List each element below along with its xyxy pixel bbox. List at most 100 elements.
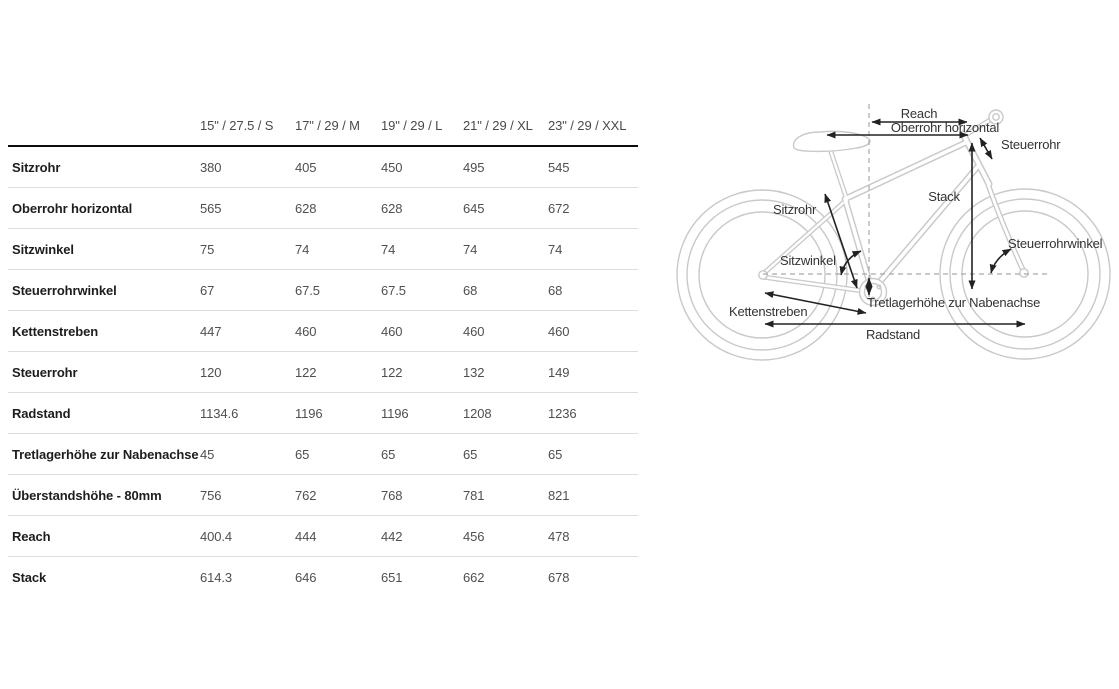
row-label: Sitzrohr (12, 159, 61, 175)
diagram-label-steuerrohr: Steuerrohr (1001, 137, 1061, 152)
table-row: Steuerrohrwinkel 67 67.5 67.5 68 68 (8, 269, 638, 311)
sitzwinkel-arc (839, 250, 862, 276)
geometry-value: 628 (381, 187, 463, 229)
geometry-value: 762 (295, 474, 381, 516)
geometry-value: 68 (463, 269, 548, 311)
diagram-label-kettenstreben: Kettenstreben (729, 304, 807, 319)
geometry-value: 565 (200, 187, 295, 229)
table-row: Reach 400.4 444 442 456 478 (8, 515, 638, 557)
row-label: Reach (8, 515, 200, 557)
diagram-label-oberrohr: Oberrohr horizontal (891, 120, 1000, 135)
geometry-value: 1236 (548, 392, 638, 434)
steuerrohr-arrow (979, 137, 993, 160)
size-column-header: 15" / 27.5 / S (200, 105, 295, 147)
geometry-value: 478 (548, 515, 638, 557)
geometry-value: 678 (548, 556, 638, 597)
geometry-value: 120 (200, 351, 295, 393)
diagram-label-reach: Reach (901, 106, 938, 121)
geometry-value: 45 (200, 433, 295, 475)
diagram-label-radstand: Radstand (866, 327, 920, 342)
size-column-header: 17" / 29 / M (295, 105, 381, 147)
measurement-arrows (764, 118, 1026, 328)
geometry-value: 444 (295, 515, 381, 557)
kettenstreben-arrow (764, 291, 867, 315)
row-label: Oberrohr horizontal (8, 187, 200, 229)
geometry-value: 405 (295, 159, 317, 175)
geometry-value: 781 (463, 474, 548, 516)
geometry-value: 67.5 (381, 269, 463, 311)
geometry-value: 447 (200, 310, 295, 352)
row-label: Steuerrohr (8, 351, 200, 393)
table-row: Steuerrohr 120 122 122 132 149 (8, 351, 638, 393)
geometry-value: 456 (463, 515, 548, 557)
row-label: Überstandshöhe - 80mm (8, 474, 200, 516)
geometry-value: 380 (200, 159, 222, 175)
row-label: Steuerrohrwinkel (8, 269, 200, 311)
geometry-value: 67 (200, 269, 295, 311)
geometry-value: 74 (295, 228, 381, 270)
geometry-value: 74 (381, 228, 463, 270)
geometry-value: 460 (463, 310, 548, 352)
geometry-value: 645 (463, 187, 548, 229)
size-column-header: 23" / 29 / XXL (548, 105, 638, 147)
geometry-value: 460 (381, 310, 463, 352)
geometry-value: 122 (381, 351, 463, 393)
diagram-labels: Reach Oberrohr horizontal Steuerrohr Sta… (729, 106, 1103, 342)
row-label: Kettenstreben (8, 310, 200, 352)
geometry-value: 756 (200, 474, 295, 516)
diagram-label-stack: Stack (928, 189, 960, 204)
geometry-value: 442 (381, 515, 463, 557)
row-label: Tretlagerhöhe zur Nabenachse (8, 433, 200, 475)
table-row: Sitzrohr 380 405 450 495 545 (8, 146, 638, 188)
geometry-value: 662 (463, 556, 548, 597)
size-column-header: 19" / 29 / L (381, 105, 463, 147)
geometry-value: 122 (295, 351, 381, 393)
geometry-value: 68 (548, 269, 638, 311)
diagram-label-sitzrohr: Sitzrohr (773, 202, 817, 217)
geometry-value: 651 (381, 556, 463, 597)
row-label: Stack (8, 556, 200, 597)
geometry-value: 65 (295, 433, 381, 475)
table-row: Tretlagerhöhe zur Nabenachse 45 65 65 65… (8, 433, 638, 475)
size-column-header: 21" / 29 / XL (463, 105, 548, 147)
geometry-value: 132 (463, 351, 548, 393)
steuerrohrwinkel-arc (989, 248, 1012, 274)
geometry-value: 149 (548, 351, 638, 393)
geometry-value: 400.4 (200, 515, 295, 557)
geometry-value: 1196 (381, 392, 463, 434)
geometry-value: 768 (381, 474, 463, 516)
geometry-value: 672 (548, 187, 638, 229)
dashed-guides (763, 104, 1048, 297)
table-header-row: 15" / 27.5 / S 17" / 29 / M 19" / 29 / L… (8, 105, 638, 147)
geometry-value: 1208 (463, 392, 548, 434)
diagram-label-sitzwinkel: Sitzwinkel (780, 253, 836, 268)
geometry-value: 628 (295, 187, 381, 229)
table-row: Radstand 1134.6 1196 1196 1208 1236 (8, 392, 638, 434)
geometry-value: 74 (548, 228, 638, 270)
geometry-value: 545 (548, 159, 570, 175)
table-row: Stack 614.3 646 651 662 678 (8, 556, 638, 597)
table-row: Sitzwinkel 75 74 74 74 74 (8, 228, 638, 270)
geometry-value: 65 (463, 433, 548, 475)
geometry-value: 450 (381, 159, 403, 175)
geometry-value: 1196 (295, 392, 381, 434)
diagram-label-tretlager: Tretlagerhöhe zur Nabenachse (867, 295, 1040, 310)
geometry-value: 65 (381, 433, 463, 475)
table-row: Überstandshöhe - 80mm 756 762 768 781 82… (8, 474, 638, 516)
corner-cell (8, 105, 200, 147)
geometry-value: 75 (200, 228, 295, 270)
geometry-value: 74 (463, 228, 548, 270)
geometry-value: 460 (548, 310, 638, 352)
table-row: Oberrohr horizontal 565 628 628 645 672 (8, 187, 638, 229)
row-label: Sitzwinkel (8, 228, 200, 270)
geometry-value: 614.3 (200, 556, 295, 597)
geometry-value: 646 (295, 556, 381, 597)
geometry-table: 15" / 27.5 / S 17" / 29 / M 19" / 29 / L… (8, 105, 638, 597)
row-label: Radstand (8, 392, 200, 434)
geometry-value: 495 (463, 159, 485, 175)
geometry-value: 67.5 (295, 269, 381, 311)
geometry-value: 1134.6 (200, 392, 295, 434)
geometry-value: 821 (548, 474, 638, 516)
geometry-value: 460 (295, 310, 381, 352)
